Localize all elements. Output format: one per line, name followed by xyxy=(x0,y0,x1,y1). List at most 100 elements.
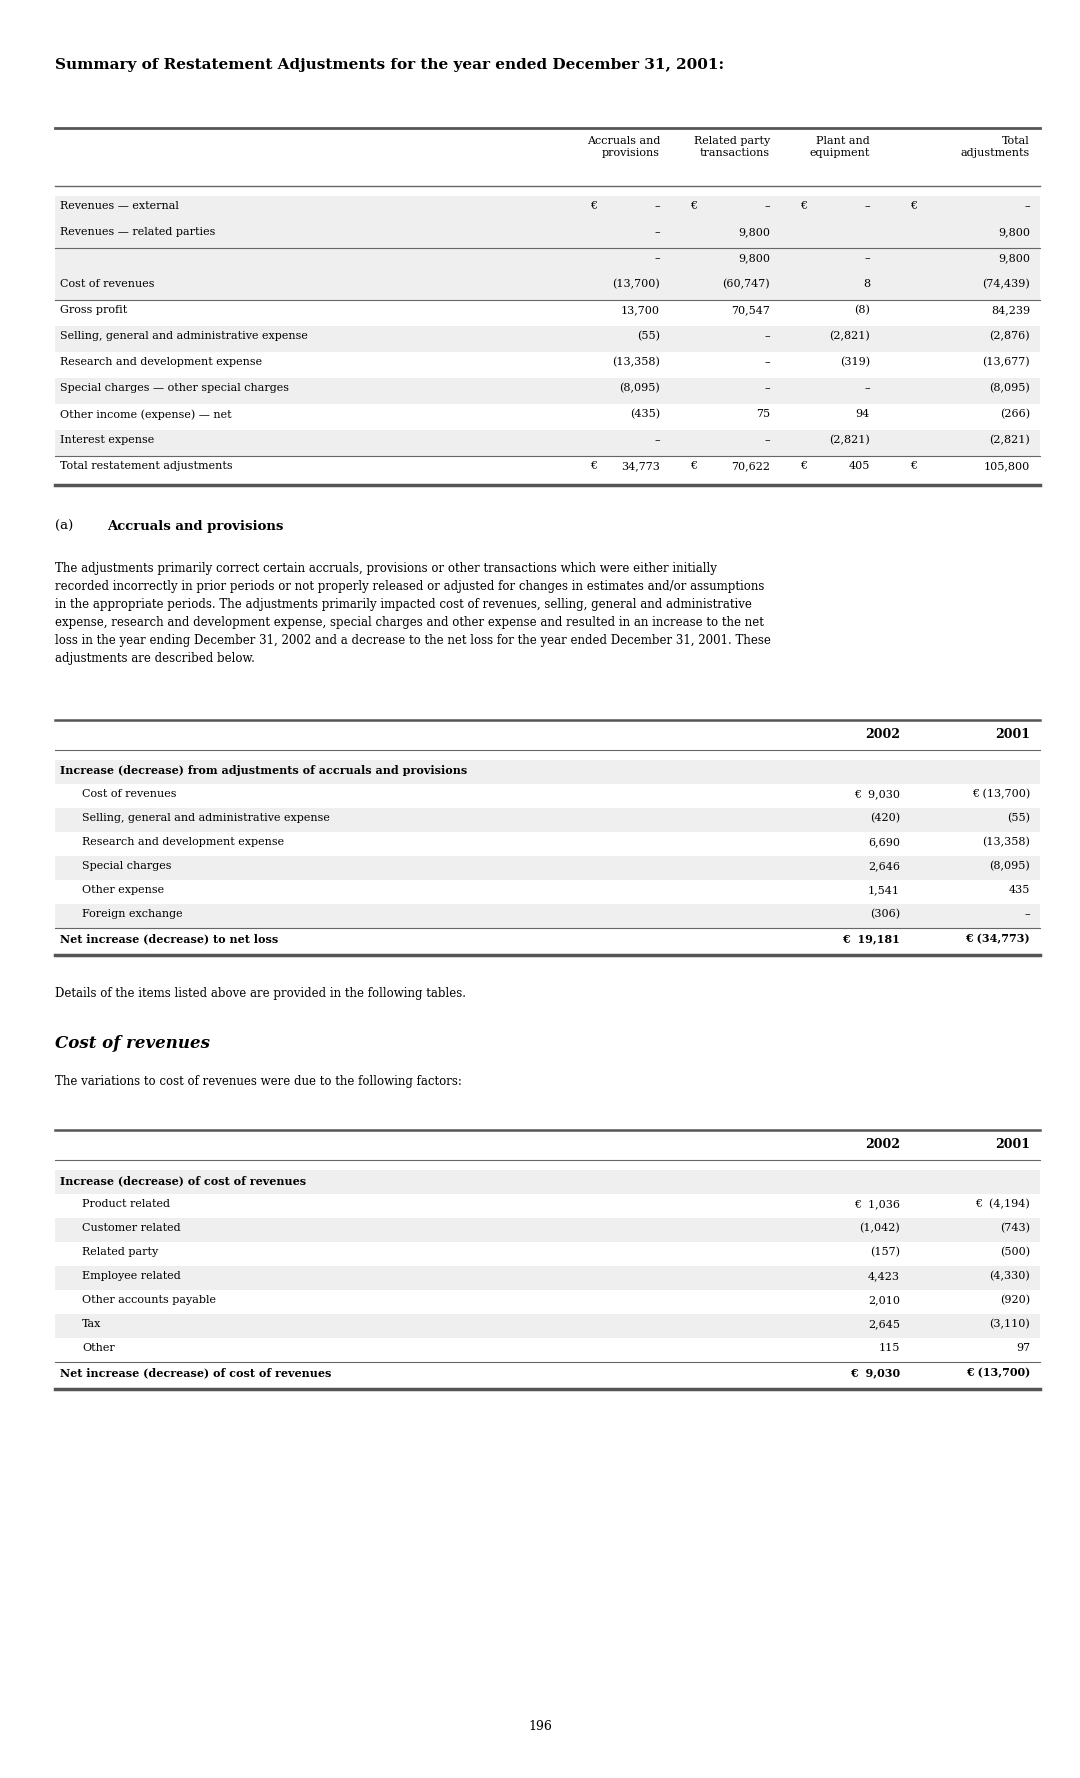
Text: Other accounts payable: Other accounts payable xyxy=(82,1294,216,1305)
Text: Net increase (decrease) of cost of revenues: Net increase (decrease) of cost of reven… xyxy=(60,1367,332,1378)
Text: (266): (266) xyxy=(1000,409,1030,420)
Text: €  19,181: € 19,181 xyxy=(842,933,900,944)
Text: –: – xyxy=(765,357,770,366)
Text: –: – xyxy=(864,252,870,263)
Text: –: – xyxy=(654,228,660,236)
Bar xyxy=(55,325,1040,352)
Text: 70,622: 70,622 xyxy=(731,461,770,471)
Text: Research and development expense: Research and development expense xyxy=(60,357,262,366)
Text: Product related: Product related xyxy=(82,1198,170,1209)
Text: –: – xyxy=(864,201,870,212)
Text: 34,773: 34,773 xyxy=(621,461,660,471)
Text: –: – xyxy=(654,201,660,212)
Text: 4,423: 4,423 xyxy=(868,1271,900,1280)
Text: Special charges — other special charges: Special charges — other special charges xyxy=(60,382,289,393)
Text: Revenues — related parties: Revenues — related parties xyxy=(60,228,215,236)
Text: 9,800: 9,800 xyxy=(738,228,770,236)
Text: Foreign exchange: Foreign exchange xyxy=(82,909,183,919)
Text: (8,095): (8,095) xyxy=(989,382,1030,393)
Text: 2002: 2002 xyxy=(865,1138,900,1150)
Bar xyxy=(55,903,1040,928)
Text: –: – xyxy=(765,382,770,393)
Bar xyxy=(55,196,1040,222)
Text: Special charges: Special charges xyxy=(82,861,172,871)
Text: €: € xyxy=(800,461,807,471)
Text: (2,876): (2,876) xyxy=(989,331,1030,341)
Bar xyxy=(55,1170,1040,1195)
Text: Summary of Restatement Adjustments for the year ended December 31, 2001:: Summary of Restatement Adjustments for t… xyxy=(55,59,724,71)
Text: Cost of revenues: Cost of revenues xyxy=(55,1035,210,1053)
Text: (2,821): (2,821) xyxy=(829,436,870,444)
Text: €: € xyxy=(910,201,917,212)
Text: (8,095): (8,095) xyxy=(619,382,660,393)
Text: Employee related: Employee related xyxy=(82,1271,180,1280)
Text: –: – xyxy=(1024,909,1030,919)
Text: in the appropriate periods. The adjustments primarily impacted cost of revenues,: in the appropriate periods. The adjustme… xyxy=(55,597,752,612)
Text: Other income (expense) — net: Other income (expense) — net xyxy=(60,409,231,420)
Text: (157): (157) xyxy=(870,1246,900,1257)
Bar xyxy=(55,1266,1040,1291)
Text: (13,358): (13,358) xyxy=(612,357,660,368)
Text: –: – xyxy=(765,436,770,444)
Bar xyxy=(55,274,1040,300)
Text: 84,239: 84,239 xyxy=(990,306,1030,315)
Text: recorded incorrectly in prior periods or not properly released or adjusted for c: recorded incorrectly in prior periods or… xyxy=(55,580,765,594)
Text: Increase (decrease) from adjustments of accruals and provisions: Increase (decrease) from adjustments of … xyxy=(60,765,468,775)
Text: € (34,773): € (34,773) xyxy=(966,933,1030,944)
Text: Accruals and
provisions: Accruals and provisions xyxy=(586,135,660,158)
Text: €: € xyxy=(590,461,597,471)
Text: (500): (500) xyxy=(1000,1246,1030,1257)
Text: (8): (8) xyxy=(854,306,870,315)
Text: 2,645: 2,645 xyxy=(868,1319,900,1328)
Text: (1,042): (1,042) xyxy=(860,1223,900,1234)
Text: 115: 115 xyxy=(879,1342,900,1353)
Bar xyxy=(55,247,1040,274)
Text: Selling, general and administrative expense: Selling, general and administrative expe… xyxy=(60,331,308,341)
Text: Interest expense: Interest expense xyxy=(60,436,154,444)
Text: €  9,030: € 9,030 xyxy=(850,1367,900,1378)
Text: –: – xyxy=(1024,201,1030,212)
Text: expense, research and development expense, special charges and other expense and: expense, research and development expens… xyxy=(55,615,764,629)
Bar xyxy=(55,1314,1040,1339)
Text: (13,700): (13,700) xyxy=(612,279,660,290)
Text: (2,821): (2,821) xyxy=(829,331,870,341)
Text: 9,800: 9,800 xyxy=(738,252,770,263)
Text: –: – xyxy=(654,436,660,444)
Bar xyxy=(55,430,1040,455)
Text: Details of the items listed above are provided in the following tables.: Details of the items listed above are pr… xyxy=(55,987,465,999)
Text: 405: 405 xyxy=(849,461,870,471)
Text: Plant and
equipment: Plant and equipment xyxy=(810,135,870,158)
Text: €  1,036: € 1,036 xyxy=(854,1198,900,1209)
Text: (55): (55) xyxy=(637,331,660,341)
Text: €: € xyxy=(590,201,597,212)
Text: (3,110): (3,110) xyxy=(989,1319,1030,1330)
Text: 70,547: 70,547 xyxy=(731,306,770,315)
Text: 2,010: 2,010 xyxy=(868,1294,900,1305)
Text: Accruals and provisions: Accruals and provisions xyxy=(107,519,283,533)
Text: 97: 97 xyxy=(1016,1342,1030,1353)
Text: 2,646: 2,646 xyxy=(868,861,900,871)
Text: Total
adjustments: Total adjustments xyxy=(961,135,1030,158)
Text: Related party: Related party xyxy=(82,1246,159,1257)
Text: 2001: 2001 xyxy=(995,1138,1030,1150)
Text: 196: 196 xyxy=(528,1719,552,1734)
Text: 2002: 2002 xyxy=(865,727,900,741)
Text: € (13,700): € (13,700) xyxy=(966,1367,1030,1378)
Text: (a): (a) xyxy=(55,519,73,533)
Text: €: € xyxy=(800,201,807,212)
Text: (920): (920) xyxy=(1000,1294,1030,1305)
Text: (55): (55) xyxy=(1007,813,1030,823)
Text: 94: 94 xyxy=(855,409,870,420)
Text: Cost of revenues: Cost of revenues xyxy=(82,789,176,798)
Text: 1,541: 1,541 xyxy=(868,885,900,894)
Text: (420): (420) xyxy=(869,813,900,823)
Bar xyxy=(55,759,1040,784)
Text: 13,700: 13,700 xyxy=(621,306,660,315)
Text: 105,800: 105,800 xyxy=(984,461,1030,471)
Text: 9,800: 9,800 xyxy=(998,228,1030,236)
Text: 2001: 2001 xyxy=(995,727,1030,741)
Text: 75: 75 xyxy=(756,409,770,420)
Bar xyxy=(55,379,1040,404)
Text: 8: 8 xyxy=(863,279,870,290)
Text: The variations to cost of revenues were due to the following factors:: The variations to cost of revenues were … xyxy=(55,1076,462,1088)
